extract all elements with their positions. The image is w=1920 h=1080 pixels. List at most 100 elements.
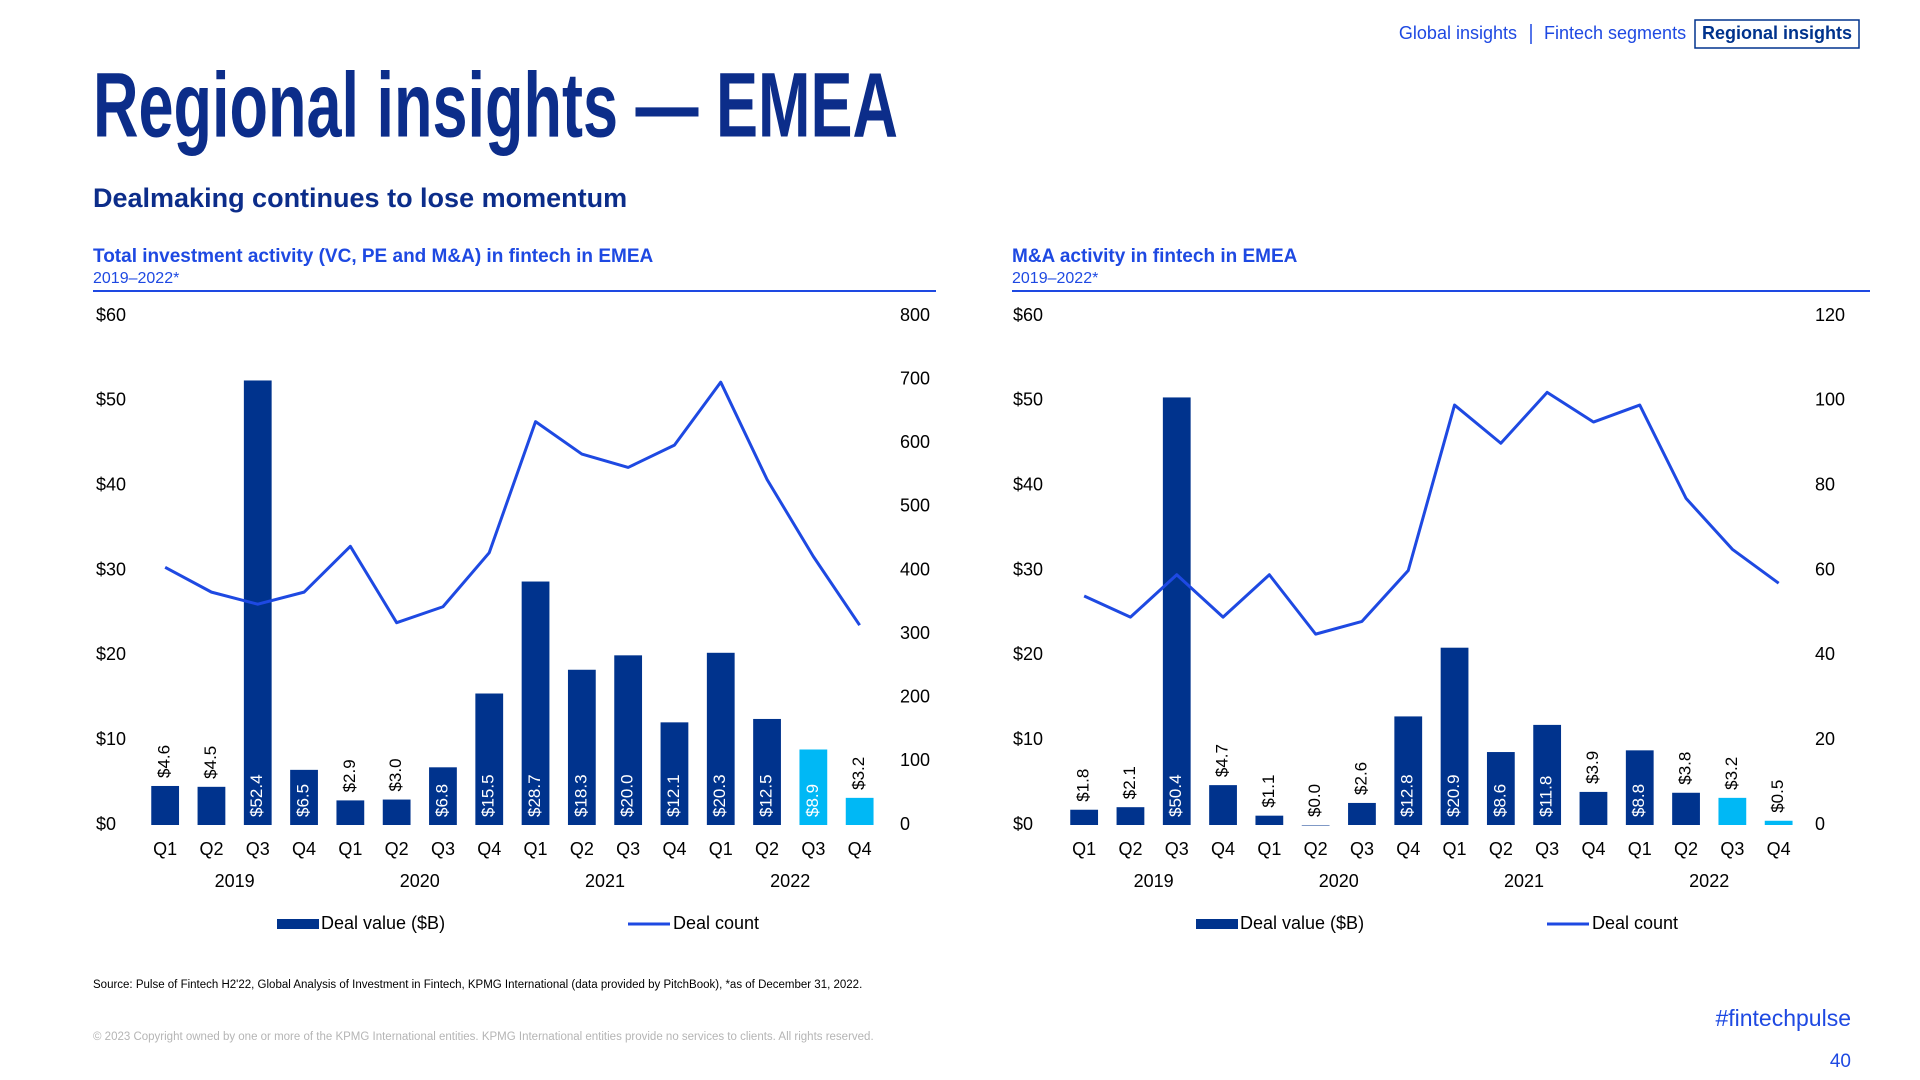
value-label: $12.5 — [757, 774, 776, 817]
bar — [1116, 807, 1145, 825]
y2-tick-label: 400 — [900, 559, 930, 579]
value-label: $8.9 — [803, 784, 822, 817]
nav-link-active[interactable]: Regional insights — [1702, 23, 1852, 43]
bar — [1209, 785, 1237, 825]
y-tick-label: $10 — [1013, 729, 1043, 749]
value-label: $3.2 — [1722, 757, 1741, 790]
year-label: 2019 — [1134, 871, 1174, 891]
bar — [799, 749, 828, 825]
value-label: $12.8 — [1398, 774, 1417, 817]
value-label: $4.6 — [155, 745, 174, 778]
x-tick-label: Q1 — [524, 839, 548, 859]
bar — [1486, 752, 1515, 825]
x-tick-label: Q4 — [848, 839, 872, 859]
bar — [660, 722, 689, 825]
y-tick-label: $40 — [1013, 474, 1043, 494]
x-tick-label: Q3 — [1535, 839, 1559, 859]
bar — [614, 655, 643, 825]
bar — [1533, 724, 1562, 825]
y2-tick-label: 0 — [900, 814, 910, 834]
value-label: $0.0 — [1305, 784, 1324, 817]
y2-tick-label: 120 — [1815, 305, 1845, 325]
x-tick-label: Q1 — [1072, 839, 1096, 859]
value-label: $3.0 — [386, 758, 405, 791]
value-label: $2.6 — [1351, 762, 1370, 795]
year-label: 2020 — [400, 871, 440, 891]
x-tick-label: Q1 — [153, 839, 177, 859]
x-tick-label: Q3 — [1165, 839, 1189, 859]
y-tick-label: $0 — [1013, 814, 1033, 834]
x-tick-label: Q1 — [1257, 839, 1281, 859]
x-tick-label: Q3 — [616, 839, 640, 859]
nav-link[interactable]: Fintech segments — [1544, 23, 1686, 43]
value-label: $4.5 — [201, 746, 220, 779]
line — [1083, 390, 1780, 636]
x-tick-label: Q4 — [477, 839, 501, 859]
value-label: $52.4 — [247, 774, 266, 817]
bar — [1255, 815, 1284, 825]
legend-swatch — [277, 919, 319, 929]
value-label: $1.1 — [1259, 775, 1278, 808]
bar — [753, 718, 781, 825]
value-label: $3.9 — [1583, 751, 1602, 784]
value-label: $8.6 — [1490, 784, 1509, 817]
bar — [1440, 647, 1469, 825]
bar — [1070, 809, 1099, 825]
nav-active-box — [1694, 19, 1860, 49]
y-tick-label: $30 — [1013, 559, 1043, 579]
x-tick-label: Q2 — [199, 839, 223, 859]
x-tick-label: Q2 — [755, 839, 779, 859]
bar — [151, 785, 180, 825]
y2-tick-label: 700 — [900, 368, 930, 388]
y-tick-label: $0 — [96, 814, 116, 834]
x-tick-label: Q3 — [246, 839, 270, 859]
bar — [1162, 397, 1191, 825]
value-label: $6.8 — [432, 784, 451, 817]
x-tick-label: Q3 — [431, 839, 455, 859]
chart-title: M&A activity in fintech in EMEA — [1012, 246, 1298, 267]
y-tick-label: $60 — [96, 305, 126, 325]
value-label: $4.7 — [1213, 744, 1232, 777]
chart-subtitle: 2019–2022* — [1012, 270, 1098, 287]
x-tick-label: Q3 — [801, 839, 825, 859]
x-tick-label: Q2 — [1489, 839, 1513, 859]
y2-tick-label: 500 — [900, 496, 930, 516]
y-tick-label: $10 — [96, 729, 126, 749]
x-tick-label: Q2 — [570, 839, 594, 859]
legend-label: Deal value ($B) — [321, 913, 445, 933]
y2-tick-label: 800 — [900, 305, 930, 325]
x-tick-label: Q3 — [1720, 839, 1744, 859]
x-tick-label: Q4 — [1211, 839, 1235, 859]
bar — [521, 581, 550, 825]
bar — [567, 669, 596, 825]
bar — [845, 797, 874, 825]
y2-tick-label: 600 — [900, 432, 930, 452]
x-tick-label: Q1 — [709, 839, 733, 859]
page-title: Regional insights — EMEA — [93, 54, 898, 156]
page-number: 40 — [1830, 1051, 1851, 1072]
y2-tick-label: 20 — [1815, 729, 1835, 749]
x-tick-label: Q3 — [1350, 839, 1374, 859]
value-label: $20.3 — [710, 774, 729, 817]
x-tick-label: Q1 — [1443, 839, 1467, 859]
y-tick-label: $40 — [96, 474, 126, 494]
x-tick-label: Q1 — [1628, 839, 1652, 859]
bar — [336, 800, 365, 825]
value-label: $3.2 — [849, 757, 868, 790]
bar — [1625, 750, 1654, 825]
bar — [382, 799, 411, 825]
value-label: $1.8 — [1074, 769, 1093, 802]
value-label: $3.8 — [1676, 752, 1695, 785]
legend-label: Deal count — [673, 913, 759, 933]
x-tick-label: Q2 — [1304, 839, 1328, 859]
nav-link[interactable]: Global insights — [1399, 23, 1517, 43]
x-tick-label: Q4 — [1396, 839, 1420, 859]
x-tick-label: Q2 — [1118, 839, 1142, 859]
y-tick-label: $60 — [1013, 305, 1043, 325]
year-label: 2020 — [1319, 871, 1359, 891]
y-tick-label: $20 — [1013, 644, 1043, 664]
year-label: 2021 — [1504, 871, 1544, 891]
page-subtitle: Dealmaking continues to lose momentum — [93, 183, 627, 213]
year-label: 2019 — [215, 871, 255, 891]
